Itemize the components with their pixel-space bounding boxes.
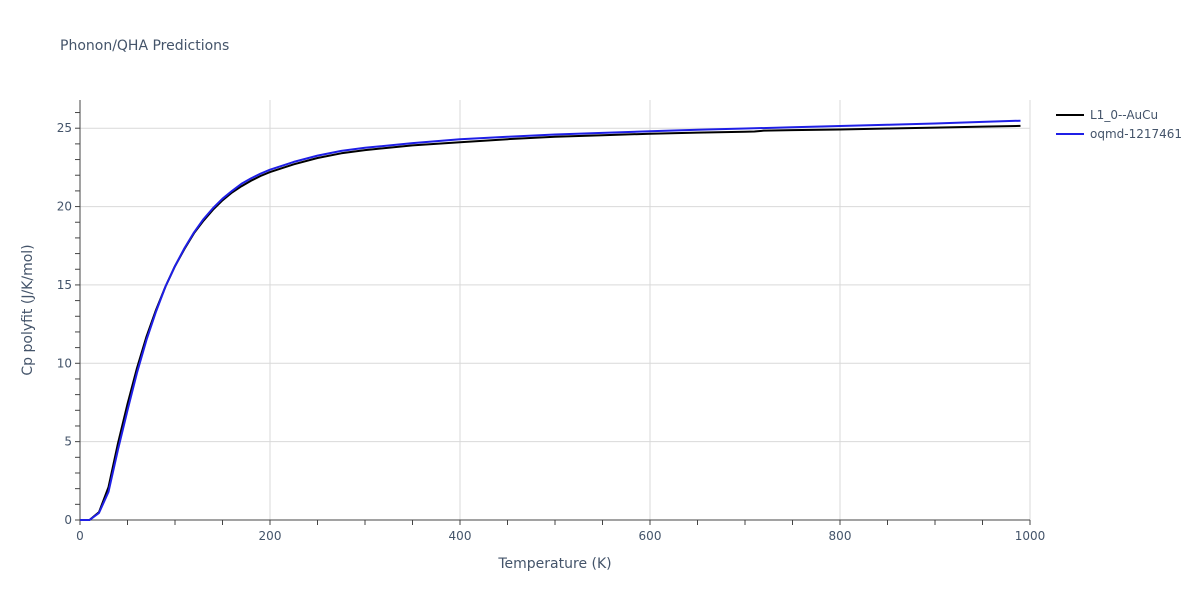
x-tick-label: 1000: [1015, 529, 1046, 543]
y-tick-label: 10: [57, 356, 72, 370]
y-tick-label: 15: [57, 278, 72, 292]
plot-area: [80, 119, 1021, 521]
y-axis-ticks: 0 5 10 15 20 25: [57, 112, 80, 527]
y-tick-label: 0: [64, 513, 72, 527]
series-line-0: [80, 124, 1021, 521]
x-tick-label: 400: [449, 529, 472, 543]
series-line-1: [80, 119, 1021, 521]
legend: L1_0--AuCu oqmd-1217461: [1056, 108, 1182, 141]
y-tick-label: 25: [57, 121, 72, 135]
legend-label-l10-aucu[interactable]: L1_0--AuCu: [1090, 108, 1158, 122]
y-tick-label: 5: [64, 435, 72, 449]
y-axis-title: Cp polyfit (J/K/mol): [20, 244, 36, 375]
y-tick-label: 20: [57, 200, 72, 214]
legend-label-oqmd[interactable]: oqmd-1217461: [1090, 127, 1182, 141]
x-axis-ticks: 0 200 400 600 800 1000: [76, 520, 1045, 543]
x-tick-label: 800: [829, 529, 852, 543]
x-tick-label: 600: [639, 529, 662, 543]
x-tick-label: 0: [76, 529, 84, 543]
x-tick-label: 200: [259, 529, 282, 543]
x-axis-title: Temperature (K): [497, 556, 611, 572]
chart-title: Phonon/QHA Predictions: [60, 38, 229, 54]
